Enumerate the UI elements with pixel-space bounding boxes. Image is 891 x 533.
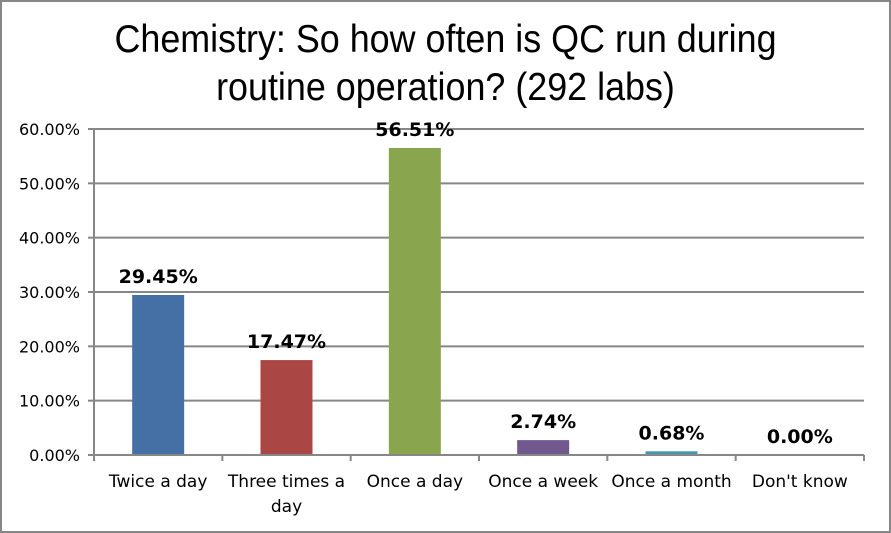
- y-tick-label: 0.00%: [29, 446, 80, 465]
- data-label: 0.00%: [767, 426, 833, 448]
- bar: [388, 147, 441, 455]
- y-tick-label: 30.00%: [19, 283, 80, 302]
- y-tick-label: 60.00%: [19, 120, 80, 139]
- chart-title-line-2: routine operation? (292 labs): [216, 66, 675, 109]
- y-tick-label: 20.00%: [19, 337, 80, 356]
- chart-title: Chemistry: So how often is QC run during…: [37, 16, 853, 112]
- x-tick-label: Once a day: [367, 472, 463, 492]
- data-label: 56.51%: [375, 119, 454, 141]
- x-tick-label: Once a week: [488, 472, 598, 492]
- x-tick-label: Three times a: [227, 472, 345, 492]
- y-axis: 0.00% 10.00% 20.00% 30.00% 40.00% 50.00% 60.00…: [19, 120, 95, 465]
- x-tick-label: Twice a day: [108, 472, 208, 492]
- data-label: 29.45%: [119, 266, 198, 288]
- data-label: 0.68%: [639, 422, 705, 444]
- x-axis: Twice a day Three times a day Once a day Onc…: [93, 454, 865, 517]
- data-labels: 29.45% 17.47% 56.51% 2.74% 0.68% 0.00%: [119, 119, 833, 448]
- x-tick-label: Don't know: [752, 472, 848, 492]
- y-tick-label: 40.00%: [19, 229, 80, 248]
- chart-title-line-1: Chemistry: So how often is QC run during: [114, 18, 777, 61]
- y-tick-label: 10.00%: [19, 392, 80, 411]
- x-tick-label: Once a month: [611, 472, 731, 492]
- bar: [645, 451, 698, 455]
- data-label: 17.47%: [247, 331, 326, 353]
- data-label: 2.74%: [510, 411, 576, 433]
- bars: [132, 147, 698, 455]
- x-tick-label: day: [271, 497, 302, 517]
- bar: [132, 294, 185, 455]
- bar: [260, 360, 313, 455]
- gridlines: [94, 128, 864, 402]
- y-tick-label: 50.00%: [19, 174, 80, 193]
- bar: [517, 440, 570, 455]
